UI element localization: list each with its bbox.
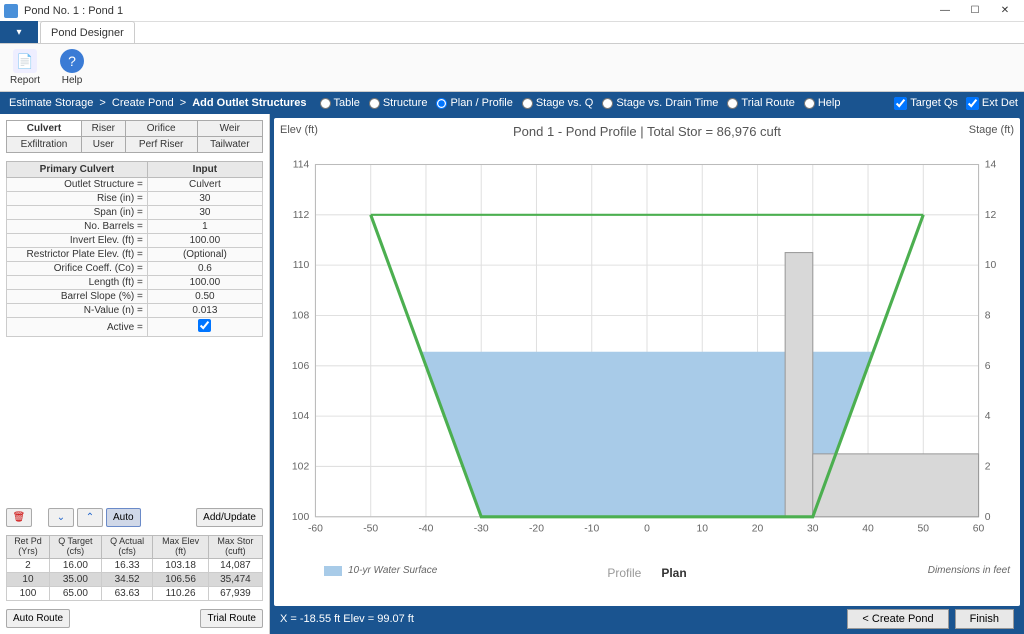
svg-text:110: 110 — [293, 260, 310, 271]
tab-orifice[interactable]: Orifice — [125, 121, 197, 137]
svg-text:60: 60 — [973, 523, 985, 534]
svg-text:-50: -50 — [363, 523, 378, 534]
tab-weir[interactable]: Weir — [197, 121, 262, 137]
parameter-table: Primary CulvertInput Outlet Structure =C… — [6, 161, 263, 337]
svg-text:-30: -30 — [474, 523, 489, 534]
view-radio-help[interactable]: Help — [804, 97, 841, 109]
svg-text:40: 40 — [862, 523, 874, 534]
view-radio-trial-route[interactable]: Trial Route — [727, 97, 794, 109]
tab-riser[interactable]: Riser — [82, 121, 126, 137]
add-update-button[interactable]: Add/Update — [196, 508, 263, 527]
svg-text:0: 0 — [644, 523, 650, 534]
svg-text:-40: -40 — [418, 523, 433, 534]
cursor-coords: X = -18.55 ft Elev = 99.07 ft — [280, 613, 414, 625]
tab-user[interactable]: User — [82, 137, 126, 153]
svg-text:108: 108 — [292, 311, 310, 322]
plan-view-tab[interactable]: Plan — [661, 566, 686, 580]
target-qs-check[interactable]: Target Qs — [894, 97, 958, 110]
pond-designer-tab[interactable]: Pond Designer — [40, 21, 135, 43]
svg-text:50: 50 — [918, 523, 930, 534]
svg-text:102: 102 — [292, 462, 310, 473]
svg-text:30: 30 — [807, 523, 819, 534]
create-pond-button[interactable]: < Create Pond — [847, 609, 948, 629]
svg-text:112: 112 — [293, 210, 310, 221]
chart-area: Elev (ft) Stage (ft) Pond 1 - Pond Profi… — [274, 118, 1020, 606]
maximize-button[interactable]: ☐ — [960, 1, 990, 21]
ext-det-check[interactable]: Ext Det — [966, 97, 1018, 110]
svg-text:100: 100 — [292, 512, 310, 523]
table-row[interactable]: 10065.0063.63110.2667,939 — [7, 587, 263, 601]
svg-text:10: 10 — [696, 523, 708, 534]
up-button[interactable]: ⌃ — [77, 508, 103, 527]
chart-title: Pond 1 - Pond Profile | Total Stor = 86,… — [274, 118, 1020, 141]
svg-text:6: 6 — [985, 361, 991, 372]
view-radio-table[interactable]: Table — [320, 97, 360, 109]
breadcrumb: Estimate Storage > Create Pond > Add Out… — [6, 97, 310, 109]
structure-type-tabs: CulvertRiserOrificeWeir ExfiltrationUser… — [6, 120, 263, 153]
trial-route-button[interactable]: Trial Route — [200, 609, 263, 628]
tab-perf-riser[interactable]: Perf Riser — [125, 137, 197, 153]
svg-text:-60: -60 — [308, 523, 323, 534]
tab-tailwater[interactable]: Tailwater — [197, 137, 262, 153]
tab-culvert[interactable]: Culvert — [7, 121, 82, 137]
view-radio-plan-profile[interactable]: Plan / Profile — [436, 97, 512, 109]
tab-exfiltration[interactable]: Exfiltration — [7, 137, 82, 153]
svg-text:12: 12 — [985, 210, 997, 221]
close-button[interactable]: ✕ — [990, 1, 1020, 21]
svg-text:104: 104 — [292, 411, 310, 422]
view-radio-stage-vs-q[interactable]: Stage vs. Q — [522, 97, 593, 109]
auto-button[interactable]: Auto — [106, 508, 141, 527]
profile-view-tab[interactable]: Profile — [607, 566, 641, 580]
view-radio-structure[interactable]: Structure — [369, 97, 428, 109]
pond-profile-chart: -60 -50 -40 -30 -20 -10 0 10 20 30 40 50 60 100 0 102 2 1… — [274, 141, 1020, 561]
svg-text:106: 106 — [292, 361, 310, 372]
svg-text:8: 8 — [985, 311, 991, 322]
svg-text:10: 10 — [985, 260, 997, 271]
chart-legend: 10-yr Water Surface — [324, 565, 437, 576]
results-table: Ret Pd(Yrs)Q Target(cfs)Q Actual(cfs)Max… — [6, 535, 263, 601]
auto-route-button[interactable]: Auto Route — [6, 609, 70, 628]
view-mode-radios: Table Structure Plan / Profile Stage vs. Q S… — [320, 97, 895, 109]
window-title: Pond No. 1 : Pond 1 — [24, 5, 930, 17]
svg-text:114: 114 — [293, 160, 310, 171]
svg-text:-20: -20 — [529, 523, 544, 534]
table-row[interactable]: 216.0016.33103.1814,087 — [7, 559, 263, 573]
svg-text:0: 0 — [985, 512, 991, 523]
help-icon: ? — [60, 49, 84, 73]
file-menu[interactable]: ▾ — [0, 21, 38, 43]
minimize-button[interactable]: — — [930, 1, 960, 21]
finish-button[interactable]: Finish — [955, 609, 1014, 629]
svg-text:4: 4 — [985, 411, 991, 422]
svg-text:2: 2 — [985, 462, 991, 473]
svg-text:-10: -10 — [584, 523, 599, 534]
report-button[interactable]: 📄 Report — [10, 49, 40, 86]
app-icon — [4, 4, 18, 18]
view-radio-stage-vs-drain-time[interactable]: Stage vs. Drain Time — [602, 97, 718, 109]
help-button[interactable]: ? Help — [60, 49, 84, 86]
report-icon: 📄 — [13, 49, 37, 73]
svg-text:14: 14 — [985, 160, 997, 171]
table-row[interactable]: 1035.0034.52106.5635,474 — [7, 573, 263, 587]
svg-text:20: 20 — [752, 523, 764, 534]
down-button[interactable]: ⌄ — [48, 508, 74, 527]
delete-button[interactable]: 🗑 — [6, 508, 32, 527]
